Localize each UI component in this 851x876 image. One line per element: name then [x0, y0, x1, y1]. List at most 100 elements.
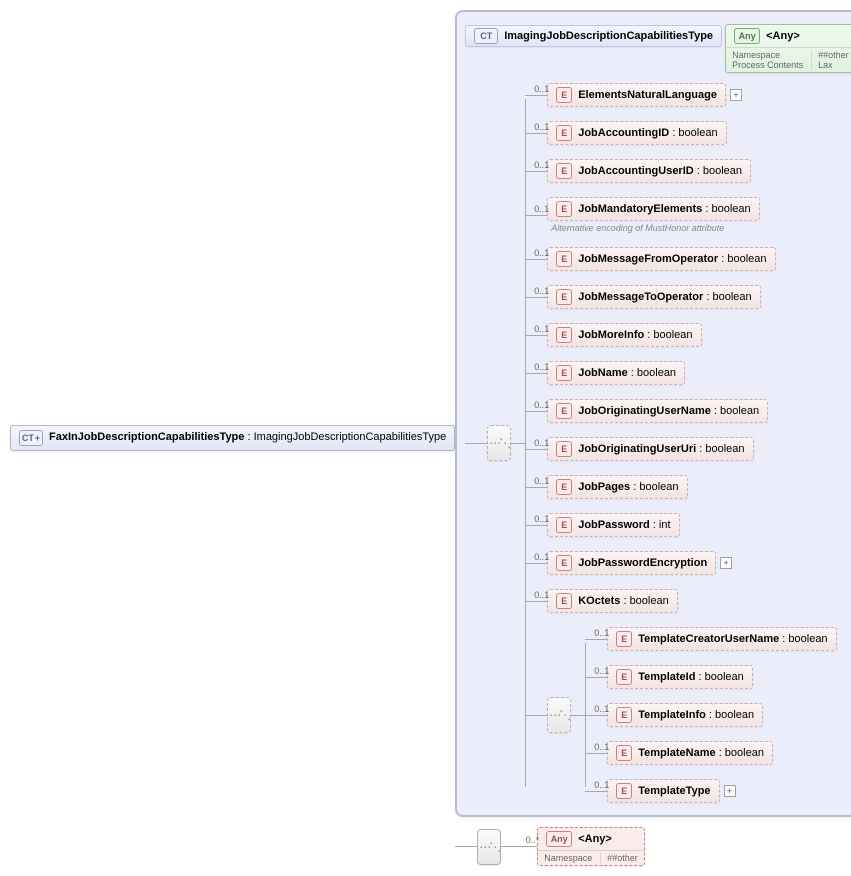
lower-sequence-compositor — [477, 829, 501, 865]
element-icon: E — [556, 479, 572, 495]
any-ns-label: Namespace — [732, 50, 803, 60]
element-label: JobAccountingUserID : boolean — [578, 165, 742, 177]
element-box: E JobMoreInfo : boolean — [547, 323, 701, 347]
panel-any-label: <Any> — [766, 30, 800, 42]
element-label: TemplateName : boolean — [638, 747, 764, 759]
element-icon: E — [556, 327, 572, 343]
element-icon: E — [616, 745, 632, 761]
element-note: Alternative encoding of MustHonor attrib… — [547, 223, 724, 233]
element-icon: E — [556, 593, 572, 609]
element-box: E KOctets : boolean — [547, 589, 678, 613]
occurrence-label: 0..1 — [534, 438, 549, 448]
element-icon: E — [616, 707, 632, 723]
element-box: E TemplateId : boolean — [607, 665, 753, 689]
element-icon: E — [556, 251, 572, 267]
main-children-group: 0..1EElementsNaturalLanguage+0..1EJobAcc… — [525, 83, 836, 803]
occurrence-label: 0..1 — [534, 204, 549, 214]
any-icon: Any — [734, 28, 760, 44]
element-label: JobMessageFromOperator : boolean — [578, 253, 766, 265]
element-box: E JobPages : boolean — [547, 475, 687, 499]
expand-icon[interactable]: + — [720, 557, 732, 569]
complex-type-icon: CT — [474, 28, 498, 44]
element-icon: E — [616, 669, 632, 685]
element-label: JobMandatoryElements : boolean — [578, 203, 750, 215]
element-icon: E — [556, 87, 572, 103]
element-label: JobOriginatingUserName : boolean — [578, 405, 759, 417]
occurrence-label: 0..1 — [534, 590, 549, 600]
occurrence-label: 0..1 — [534, 324, 549, 334]
element-label: JobAccountingID : boolean — [578, 127, 717, 139]
element-box: ETemplateInfo : boolean — [607, 703, 763, 727]
element-label: TemplateCreatorUserName : boolean — [638, 633, 827, 645]
lower-any-ns-label: Namespace — [544, 853, 592, 863]
element-label: JobOriginatingUserUri : boolean — [578, 443, 744, 455]
element-label: JobName : boolean — [578, 367, 676, 379]
expand-icon[interactable]: + — [730, 89, 742, 101]
element-box: E JobOriginatingUserUri : boolean — [547, 437, 753, 461]
element-label: JobPasswordEncryption — [578, 557, 707, 569]
element-box: E JobPasswordEncryption — [547, 551, 716, 575]
element-box: E JobAccountingUserID : boolean — [547, 159, 751, 183]
element-label: TemplateId : boolean — [638, 671, 744, 683]
element-icon: E — [556, 125, 572, 141]
element-box: E JobMessageFromOperator : boolean — [547, 247, 775, 271]
template-children-group: 0..1ETemplateCreatorUserName : boolean0.… — [585, 627, 836, 803]
lower-any-ns-value: ##other — [600, 853, 638, 863]
source-name-block: FaxInJobDescriptionCapabilitiesType : Im… — [49, 431, 446, 444]
element-box: ETemplateCreatorUserName : boolean — [607, 627, 836, 651]
element-box: EElementsNaturalLanguage — [547, 83, 726, 107]
element-label: KOctets : boolean — [578, 595, 669, 607]
element-icon: E — [556, 163, 572, 179]
occurrence-label: 0..1 — [534, 122, 549, 132]
element-label: JobPassword : int — [578, 519, 670, 531]
panel-any-box: Any <Any> Namespace Process Contents ##o… — [725, 24, 851, 73]
occurrence-label: 0..1 — [534, 552, 549, 562]
sequence-compositor — [487, 425, 511, 461]
occurrence-label: 0..1 — [534, 286, 549, 296]
element-box: E JobName : boolean — [547, 361, 685, 385]
element-label: TemplateType — [638, 785, 710, 797]
occurrence-label: 0..1 — [534, 84, 549, 94]
element-icon: E — [556, 289, 572, 305]
element-label: JobMessageToOperator : boolean — [578, 291, 751, 303]
diagram-root: CT FaxInJobDescriptionCapabilitiesType :… — [10, 10, 841, 866]
element-label: JobMoreInfo : boolean — [578, 329, 692, 341]
element-icon: E — [556, 517, 572, 533]
any-icon: Any — [546, 831, 572, 847]
element-box: E JobPassword : int — [547, 513, 679, 537]
element-box: E JobMessageToOperator : boolean — [547, 285, 760, 309]
element-box: E JobAccountingID : boolean — [547, 121, 726, 145]
source-base: ImagingJobDescriptionCapabilitiesType — [254, 431, 447, 443]
occurrence-label: 0..1 — [594, 780, 609, 790]
occurrence-label: 0..1 — [534, 160, 549, 170]
element-icon: E — [556, 441, 572, 457]
lower-any-occurrence: 0..* — [526, 835, 540, 845]
nested-sequence-compositor — [547, 697, 571, 733]
source-name: FaxInJobDescriptionCapabilitiesType — [49, 431, 244, 443]
element-label: JobPages : boolean — [578, 481, 678, 493]
any-proc-value: Lax — [818, 60, 849, 70]
element-box: E JobMandatoryElements : boolean — [547, 197, 759, 221]
lower-any-box: Any <Any> Namespace ##other — [537, 827, 645, 866]
occurrence-label: 0..1 — [594, 704, 609, 714]
lower-any-label: <Any> — [578, 833, 612, 845]
occurrence-label: 0..1 — [534, 362, 549, 372]
expand-icon[interactable]: + — [724, 785, 736, 797]
occurrence-label: 0..1 — [594, 742, 609, 752]
occurrence-label: 0..1 — [594, 666, 609, 676]
element-box: E TemplateType — [607, 779, 719, 803]
occurrence-label: 0..1 — [594, 628, 609, 638]
imaging-panel: CT ImagingJobDescriptionCapabilitiesType… — [455, 10, 851, 817]
element-icon: E — [616, 783, 632, 799]
any-proc-label: Process Contents — [732, 60, 803, 70]
element-icon: E — [556, 365, 572, 381]
panel-header: CT ImagingJobDescriptionCapabilitiesType — [465, 25, 722, 47]
element-box: E JobOriginatingUserName : boolean — [547, 399, 768, 423]
element-icon: E — [556, 403, 572, 419]
element-icon: E — [556, 555, 572, 571]
any-ns-value: ##other — [818, 50, 849, 60]
occurrence-label: 0..1 — [534, 514, 549, 524]
occurrence-label: 0..1 — [534, 400, 549, 410]
element-icon: E — [556, 201, 572, 217]
source-complex-type: CT FaxInJobDescriptionCapabilitiesType :… — [10, 425, 455, 451]
